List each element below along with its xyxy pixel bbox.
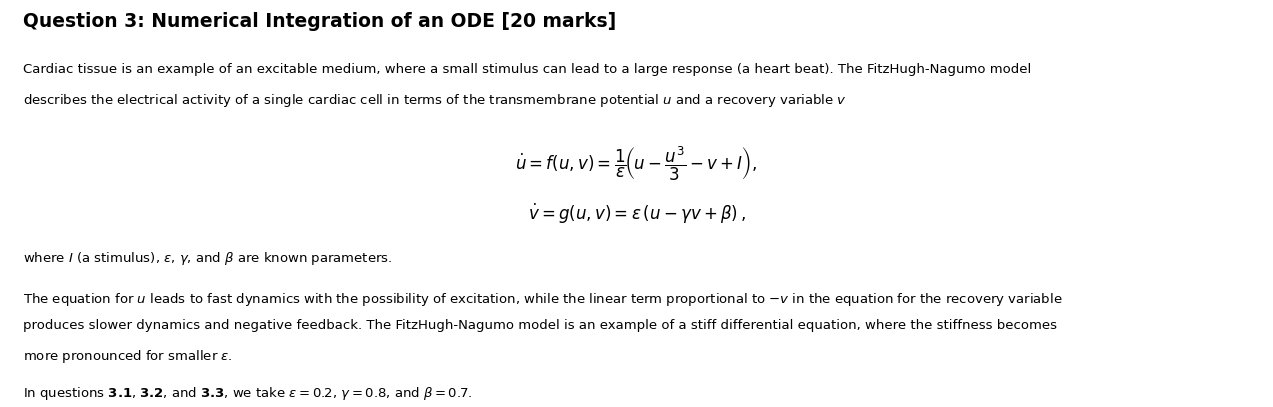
Text: describes the electrical activity of a single cardiac cell in terms of the trans: describes the electrical activity of a s… — [23, 92, 847, 109]
Text: produces slower dynamics and negative feedback. The FitzHugh-Nagumo model is an : produces slower dynamics and negative fe… — [23, 319, 1057, 333]
Text: where $I$ (a stimulus), $\varepsilon$, $\gamma$, and $\beta$ are known parameter: where $I$ (a stimulus), $\varepsilon$, $… — [23, 250, 392, 267]
Text: Cardiac tissue is an example of an excitable medium, where a small stimulus can : Cardiac tissue is an example of an excit… — [23, 63, 1031, 76]
Text: more pronounced for smaller $\varepsilon$.: more pronounced for smaller $\varepsilon… — [23, 348, 233, 365]
Text: In questions $\mathbf{3.1}$, $\mathbf{3.2}$, and $\mathbf{3.3}$, we take $\varep: In questions $\mathbf{3.1}$, $\mathbf{3.… — [23, 385, 472, 402]
Text: The equation for $u$ leads to fast dynamics with the possibility of excitation, : The equation for $u$ leads to fast dynam… — [23, 291, 1063, 308]
Text: $\dot{u} = f(u, v) = \dfrac{1}{\varepsilon}\!\left(u - \dfrac{u^3}{3} - v + I\ri: $\dot{u} = f(u, v) = \dfrac{1}{\varepsil… — [516, 144, 757, 183]
Text: Question 3: Numerical Integration of an ODE [20 marks]: Question 3: Numerical Integration of an … — [23, 12, 616, 31]
Text: $\dot{v} = g(u, v) = \varepsilon\,(u - \gamma v + \beta)\,,$: $\dot{v} = g(u, v) = \varepsilon\,(u - \… — [527, 201, 746, 225]
